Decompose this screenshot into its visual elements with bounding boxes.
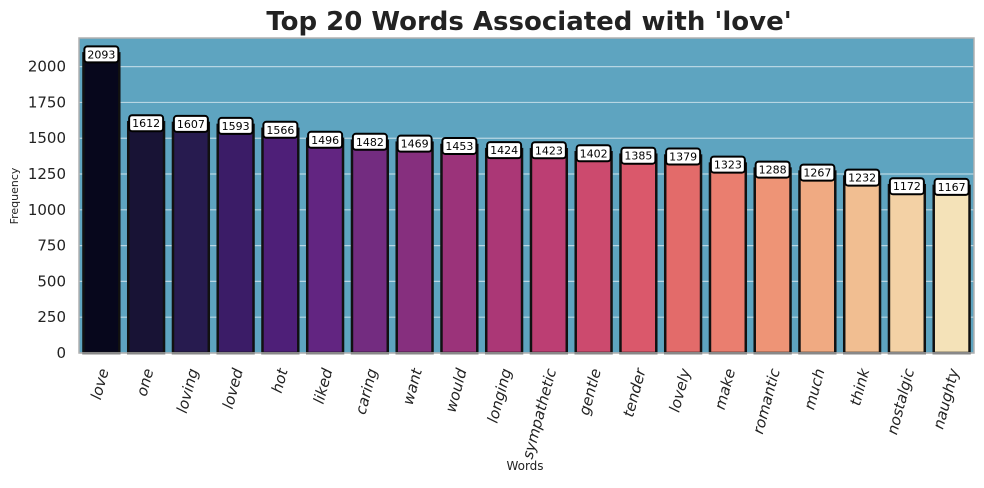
data-label: 1496: [311, 134, 339, 147]
bar: [440, 143, 479, 355]
data-label-box: [307, 130, 344, 149]
bar: [574, 151, 613, 355]
data-label: 1167: [938, 181, 966, 194]
x-tick-label: gentle: [575, 367, 605, 418]
data-label-box: [665, 147, 702, 166]
data-label: 1267: [803, 167, 831, 180]
x-tick-label: love: [87, 367, 113, 402]
y-tick-label: 0: [56, 344, 66, 362]
bar: [305, 137, 345, 355]
plot-background: [79, 38, 974, 353]
data-label: 1288: [759, 164, 787, 177]
data-label: 1612: [132, 117, 160, 130]
data-label: 1566: [266, 124, 294, 137]
data-label: 1172: [893, 180, 921, 193]
y-tick-label: 750: [37, 237, 66, 255]
bar: [261, 127, 300, 355]
y-tick-label: 1250: [28, 165, 66, 183]
data-label: 1402: [580, 147, 608, 160]
bar: [798, 170, 837, 355]
data-label-box: [799, 163, 836, 182]
data-label-box: [396, 134, 433, 153]
x-tick-label: hot: [268, 365, 292, 394]
bar: [619, 153, 658, 355]
bar: [350, 139, 390, 355]
y-axis-label: Frequency: [8, 167, 21, 224]
data-label: 1424: [490, 144, 518, 157]
data-label-box: [620, 146, 657, 165]
x-axis-label: Words: [506, 459, 543, 473]
data-label-box: [262, 120, 299, 139]
bar: [126, 120, 166, 355]
bar: [753, 167, 792, 355]
x-tick-label: sympathetic: [519, 366, 561, 461]
data-label-box: [351, 132, 388, 151]
x-tick-label: much: [800, 367, 828, 412]
y-tick-label: 2000: [28, 58, 66, 76]
x-tick-label: liked: [310, 366, 337, 406]
data-label: 1469: [401, 138, 429, 151]
data-label-box: [844, 168, 881, 187]
bar: [171, 121, 211, 355]
x-tick-label: caring: [352, 367, 382, 417]
bar: [484, 147, 524, 355]
data-label-box: [172, 114, 209, 133]
x-tick-label: would: [442, 366, 471, 414]
x-tick-label: loving: [173, 367, 202, 416]
data-label-box: [709, 155, 746, 174]
data-label: 1323: [714, 159, 742, 172]
data-label-box: [217, 116, 254, 135]
x-tick-label: lovely: [665, 365, 694, 414]
x-tick-label: make: [711, 367, 739, 412]
bar: [887, 183, 927, 355]
data-label: 1232: [848, 172, 876, 185]
x-tick-label: one: [133, 367, 158, 399]
x-tick-label: naughty: [929, 365, 963, 431]
bar: [663, 154, 703, 355]
data-label: 2093: [87, 48, 115, 61]
bar: [395, 141, 434, 355]
y-tick-label: 1000: [28, 201, 66, 219]
bar: [216, 123, 255, 355]
x-tick-label: loved: [219, 366, 247, 411]
y-tick-label: 500: [37, 272, 66, 290]
data-label-box: [530, 141, 567, 160]
y-tick-label: 250: [37, 308, 66, 326]
x-tick-label: nostalgic: [883, 366, 918, 437]
data-label: 1607: [177, 118, 205, 131]
data-label-box: [441, 136, 478, 155]
data-label: 1593: [222, 120, 250, 133]
chart-title: Top 20 Words Associated with 'love': [266, 7, 791, 37]
data-label-box: [486, 141, 523, 160]
data-label-box: [575, 144, 612, 163]
plot-frame: [78, 37, 975, 354]
plot-area: 0 250 500 750 1000 1250 1500 1750 2000 2093 love 16…: [28, 37, 975, 461]
y-tick-label: 1500: [28, 129, 66, 147]
x-tick-label: think: [846, 365, 873, 407]
bar: [82, 52, 121, 355]
x-tick-label: longing: [484, 367, 516, 425]
data-label-box: [83, 45, 120, 64]
x-tick-label: romantic: [749, 366, 784, 436]
data-label-box: [933, 177, 970, 196]
data-label: 1453: [445, 140, 473, 153]
data-label: 1423: [535, 144, 563, 157]
x-tick-label: want: [399, 365, 426, 406]
data-label: 1379: [669, 151, 697, 164]
y-tick-label: 1750: [28, 93, 66, 111]
data-label-box: [128, 114, 165, 133]
bar: [932, 184, 971, 355]
bar: [529, 148, 569, 355]
x-tick-label: tender: [619, 366, 649, 419]
bar: [708, 162, 748, 355]
bar: [842, 175, 882, 355]
data-label: 1482: [356, 136, 384, 149]
data-label-box: [888, 177, 925, 196]
data-label: 1385: [624, 150, 652, 163]
data-label-box: [754, 160, 791, 179]
